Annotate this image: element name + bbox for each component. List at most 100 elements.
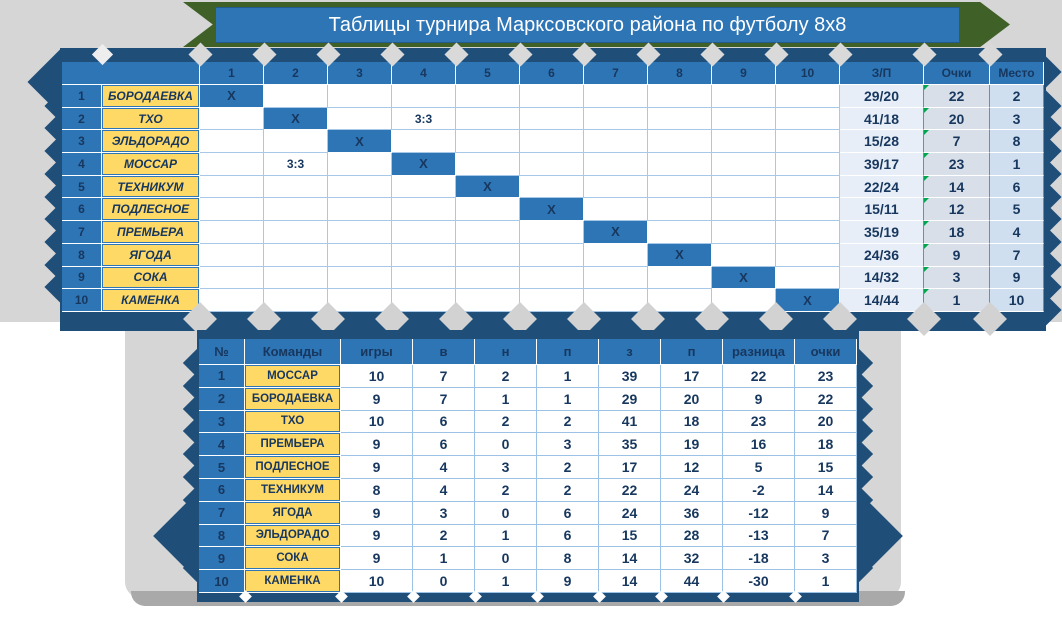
place-cell: 3 [990, 107, 1044, 131]
stat-cell: 39 [599, 365, 661, 388]
stat-cell: 3 [537, 433, 599, 457]
result-cell [584, 175, 648, 199]
result-cell [264, 175, 328, 199]
stat-cell: 15 [795, 456, 857, 479]
standings-col-header: игры [341, 339, 413, 365]
stat-cell: 0 [475, 547, 537, 571]
standings-col-header: в [413, 339, 475, 365]
result-cell [392, 289, 456, 312]
stat-cell: 6 [413, 410, 475, 434]
stat-cell: 14 [599, 547, 661, 571]
result-cell [328, 107, 392, 131]
comment-corner-icon [924, 153, 929, 159]
goals-cell: 24/36 [840, 243, 924, 267]
standings-col-header: п [661, 339, 723, 365]
stat-cell: 1 [475, 387, 537, 411]
stat-cell: 14 [795, 478, 857, 502]
cross-points-header: Очки [924, 62, 990, 85]
stat-cell: -18 [723, 547, 795, 571]
stat-cell: 44 [661, 570, 723, 593]
stat-cell: -12 [723, 501, 795, 525]
team-name-cell: МОССАР [102, 153, 200, 176]
team-name-cell: БОРОДАЕВКА [102, 85, 200, 108]
cross-col-header: 10 [776, 62, 840, 85]
stat-cell: 3 [475, 456, 537, 479]
points-cell: 9 [924, 243, 990, 267]
cross-col-header: 1 [200, 62, 264, 85]
standings-top-band [197, 330, 859, 339]
result-cell [584, 198, 648, 222]
stat-cell: 29 [599, 387, 661, 411]
result-cell [200, 153, 264, 176]
standings-col-header: № [199, 339, 245, 365]
points-cell: 18 [924, 221, 990, 244]
comment-corner-icon [924, 266, 929, 272]
stat-cell: 5 [723, 456, 795, 479]
stat-cell: 14 [599, 570, 661, 593]
cross-row-number: 8 [62, 243, 102, 267]
result-cell [584, 243, 648, 267]
cross-row-number: 3 [62, 130, 102, 154]
stat-cell: -30 [723, 570, 795, 593]
stat-cell: 23 [723, 410, 795, 434]
result-cell [392, 243, 456, 267]
result-cell [392, 175, 456, 199]
result-cell [264, 198, 328, 222]
stat-cell: 20 [661, 387, 723, 411]
result-cell [648, 85, 712, 108]
stat-cell: 0 [413, 570, 475, 593]
result-cell [584, 266, 648, 290]
page-title: Таблицы турнира Марксовского района по ф… [328, 13, 847, 36]
comment-corner-icon [924, 198, 929, 204]
result-cell [392, 198, 456, 222]
goals-cell: 14/32 [840, 266, 924, 290]
result-cell [392, 221, 456, 244]
result-cell: 3:3 [392, 107, 456, 131]
cross-col-header: 9 [712, 62, 776, 85]
standings-col-header: разница [723, 339, 795, 365]
result-cell [520, 221, 584, 244]
result-cell [200, 243, 264, 267]
stat-cell: 6 [537, 524, 599, 548]
place-cell: 6 [990, 175, 1044, 199]
result-cell [392, 130, 456, 154]
place-cell: 8 [990, 130, 1044, 154]
result-cell [776, 153, 840, 176]
result-cell [520, 153, 584, 176]
standings-row-number: 10 [199, 570, 245, 593]
result-cell [456, 153, 520, 176]
stat-cell: 35 [599, 433, 661, 457]
result-cell [584, 130, 648, 154]
stat-cell: 36 [661, 501, 723, 525]
result-cell [200, 107, 264, 131]
team-name-cell: СОКА [102, 266, 200, 290]
result-cell [648, 266, 712, 290]
team-name-cell: ТЕХНИКУМ [245, 478, 341, 502]
standings-col-header: очки [795, 339, 857, 365]
result-cell [712, 107, 776, 131]
diagonal-x-cell: X [456, 175, 520, 199]
result-cell [328, 266, 392, 290]
stat-cell: 1 [537, 387, 599, 411]
result-cell [264, 85, 328, 108]
stat-cell: 2 [475, 365, 537, 388]
result-cell [200, 289, 264, 312]
stat-cell: 17 [599, 456, 661, 479]
cross-row-number: 5 [62, 175, 102, 199]
stat-cell: 19 [661, 433, 723, 457]
goals-cell: 14/44 [840, 289, 924, 312]
stat-cell: 12 [661, 456, 723, 479]
standings-row-number: 5 [199, 456, 245, 479]
stat-cell: 1 [475, 524, 537, 548]
cross-row-number: 7 [62, 221, 102, 244]
result-cell [648, 198, 712, 222]
result-cell [264, 221, 328, 244]
team-name-cell: ПРЕМЬЕРА [102, 221, 200, 244]
cross-row-number: 6 [62, 198, 102, 222]
stat-cell: 9 [341, 456, 413, 479]
stat-cell: 9 [537, 570, 599, 593]
standings-grid: № Команды игры в н п з п разница очки 1 МОССАР 10 7 2 1… [197, 337, 859, 595]
stat-cell: 18 [795, 433, 857, 457]
standings-col-header: з [599, 339, 661, 365]
